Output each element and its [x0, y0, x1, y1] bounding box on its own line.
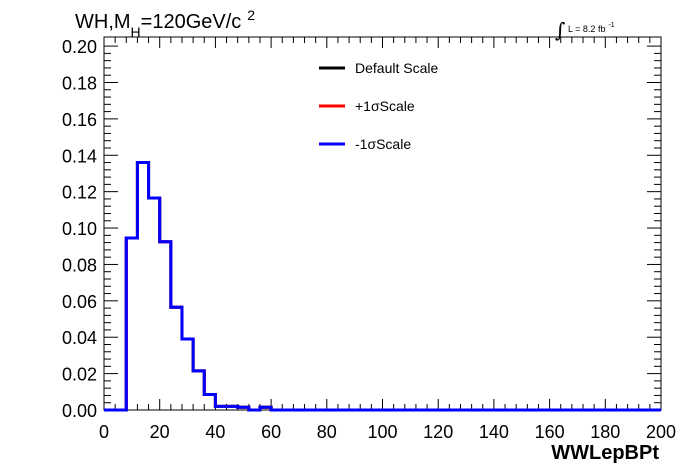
- x-tick-label: 180: [590, 422, 620, 442]
- series-line-2: [104, 161, 661, 412]
- y-tick-label: 0.08: [62, 255, 97, 275]
- x-tick-label: 200: [646, 422, 676, 442]
- title-superscript: 2: [247, 7, 255, 23]
- series-line-3: [104, 161, 661, 412]
- svg-text:L = 8.2 fb-1: L = 8.2 fb -1: [568, 22, 615, 34]
- plot-frame: [103, 36, 662, 411]
- y-tick-label: 0.16: [62, 110, 97, 130]
- integral-sign: ∫: [555, 18, 565, 42]
- y-tick-label: 0.06: [62, 292, 97, 312]
- x-axis: 0 20 40 60 80 100 120 140 160 180 200: [99, 37, 676, 442]
- y-tick-label: 0.10: [62, 219, 97, 239]
- legend-label: -1σScale: [355, 136, 411, 152]
- x-tick-label: 80: [317, 422, 337, 442]
- series-layer: [104, 161, 661, 412]
- x-tick-label: 0: [99, 422, 109, 442]
- y-axis: 0.00 0.02 0.04 0.06 0.08 0.10 0.12 0.14 0.16 0.18…: [62, 37, 661, 421]
- x-tick-label: 20: [150, 422, 170, 442]
- series-line-1: [104, 161, 661, 412]
- legend-label: +1σScale: [355, 98, 415, 114]
- lumi-superscript: -1: [608, 22, 614, 29]
- title-subscript: H: [131, 24, 141, 40]
- chart-title: WH,MH=120GeV/c 2: [75, 7, 255, 40]
- x-axis-label: WWLepBPt: [551, 442, 659, 464]
- y-tick-label: 0.00: [62, 401, 97, 421]
- legend: Default Scale +1σScale -1σScale: [319, 60, 438, 152]
- x-tick-label: 120: [423, 422, 453, 442]
- y-tick-label: 0.20: [62, 37, 97, 57]
- legend-label: Default Scale: [355, 60, 438, 76]
- y-tick-label: 0.12: [62, 183, 97, 203]
- y-tick-label: 0.18: [62, 73, 97, 93]
- title-main: WH,M: [75, 11, 131, 33]
- x-tick-label: 40: [205, 422, 225, 442]
- lumi-text: L = 8.2 fb: [568, 24, 605, 34]
- x-tick-label: 100: [367, 422, 397, 442]
- y-tick-label: 0.02: [62, 365, 97, 385]
- x-tick-label: 160: [535, 422, 565, 442]
- x-tick-label: 60: [261, 422, 281, 442]
- x-tick-label: 140: [479, 422, 509, 442]
- lumi-label: ∫ L = 8.2 fb -1: [555, 18, 615, 42]
- title-rest: =120GeV/c: [141, 11, 242, 33]
- y-tick-label: 0.14: [62, 146, 97, 166]
- y-tick-label: 0.04: [62, 328, 97, 348]
